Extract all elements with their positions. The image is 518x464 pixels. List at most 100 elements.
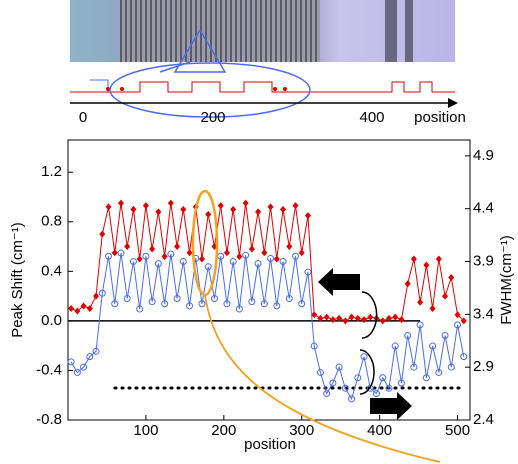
diamond-marker [379, 317, 386, 325]
diamond-marker [130, 205, 137, 213]
circle-marker [354, 374, 362, 382]
stripe [385, 0, 397, 62]
arrow-left [318, 268, 360, 296]
diamond-marker [261, 249, 268, 257]
stripe [405, 0, 413, 62]
diamond-marker [410, 255, 417, 263]
diamond-marker [167, 199, 174, 207]
circle-marker [335, 363, 343, 371]
diamond-marker [242, 199, 249, 207]
circle-marker [67, 358, 75, 366]
circle-marker [429, 342, 437, 350]
diamond-marker [236, 252, 243, 260]
diamond-marker [255, 208, 262, 216]
y-tick-label: -0.8 [36, 411, 62, 428]
rotation-arc [361, 291, 378, 339]
diamond-marker [99, 230, 106, 238]
diamond-marker [155, 208, 162, 216]
x-tick-label: 500 [445, 422, 470, 439]
circle-marker [229, 258, 237, 266]
y-axis-label: Peak Shift (cm⁻¹) [9, 222, 26, 337]
diamond-marker [311, 311, 318, 319]
circle-marker [235, 305, 243, 313]
circle-marker [267, 254, 275, 262]
circle-marker [366, 384, 374, 392]
circle-marker [111, 300, 119, 308]
y2-axis-label: FWHM(cm⁻¹) [498, 235, 515, 325]
circle-marker [198, 300, 206, 308]
circle-marker [117, 249, 125, 257]
circle-marker [391, 342, 399, 350]
circle-marker [416, 321, 424, 329]
dot [283, 87, 287, 91]
circle-marker [404, 331, 412, 339]
diamond-marker [354, 314, 361, 322]
circle-marker [179, 258, 187, 266]
circle-marker [422, 374, 430, 382]
plot-frame [67, 139, 471, 421]
stripe-region [120, 0, 320, 62]
top-axis-title: position [414, 109, 466, 126]
diamond-marker [342, 317, 349, 325]
diamond-marker [180, 205, 187, 213]
diamond-marker [317, 314, 324, 322]
circle-marker [285, 294, 293, 302]
diamond-marker [367, 313, 374, 321]
square-wave [70, 81, 455, 93]
diamond-marker [267, 203, 274, 211]
circle-marker [260, 300, 268, 308]
diamond-marker [217, 202, 224, 210]
top-tick-label: 0 [79, 109, 87, 126]
dot [120, 87, 124, 91]
circle-marker [310, 342, 318, 350]
diamond-marker [448, 274, 455, 282]
y-tick-label: 0.4 [41, 262, 62, 279]
circle-marker [435, 368, 443, 376]
diamond-marker [117, 199, 124, 207]
dot [273, 87, 277, 91]
x-tick-label: 400 [367, 422, 392, 439]
circle-marker [454, 321, 462, 329]
diamond-marker [323, 313, 330, 321]
y2-tick-label: 2.4 [473, 411, 494, 428]
circle-marker [223, 300, 231, 308]
circle-marker [86, 353, 94, 361]
diamond-marker [454, 311, 461, 319]
y-tick-label: 1.2 [41, 163, 62, 180]
diamond-marker [205, 210, 212, 218]
dot [106, 87, 110, 91]
circle-marker [441, 331, 449, 339]
circle-marker [447, 363, 455, 371]
circle-marker [323, 390, 331, 398]
diamond-marker [230, 205, 237, 213]
circle-marker [379, 374, 387, 382]
pointer [90, 79, 109, 92]
diamond-marker [136, 255, 143, 263]
circle-marker [154, 260, 162, 268]
circle-marker [397, 379, 405, 387]
circle-marker [105, 252, 113, 260]
circle-marker [254, 260, 262, 268]
diamond-marker [329, 316, 336, 324]
diamond-marker [161, 252, 168, 260]
diamond-marker [298, 249, 305, 257]
circle-marker [316, 368, 324, 376]
diamond-marker [248, 245, 255, 253]
circle-marker [341, 384, 349, 392]
y2-tick-label: 2.9 [473, 358, 494, 375]
circle-marker [204, 263, 212, 271]
circle-marker [348, 395, 356, 403]
arrow-head [448, 98, 458, 108]
diamond-marker [336, 314, 343, 322]
circle-marker [173, 294, 181, 302]
diamond-marker [273, 255, 280, 263]
diamond-marker [186, 249, 193, 257]
circle-marker [329, 379, 337, 387]
circle-marker [291, 252, 299, 260]
circle-marker [92, 347, 100, 355]
diamond-marker [361, 316, 368, 324]
diamond-marker [292, 202, 299, 210]
diamond-marker [142, 202, 149, 210]
diamond-marker [460, 317, 467, 325]
